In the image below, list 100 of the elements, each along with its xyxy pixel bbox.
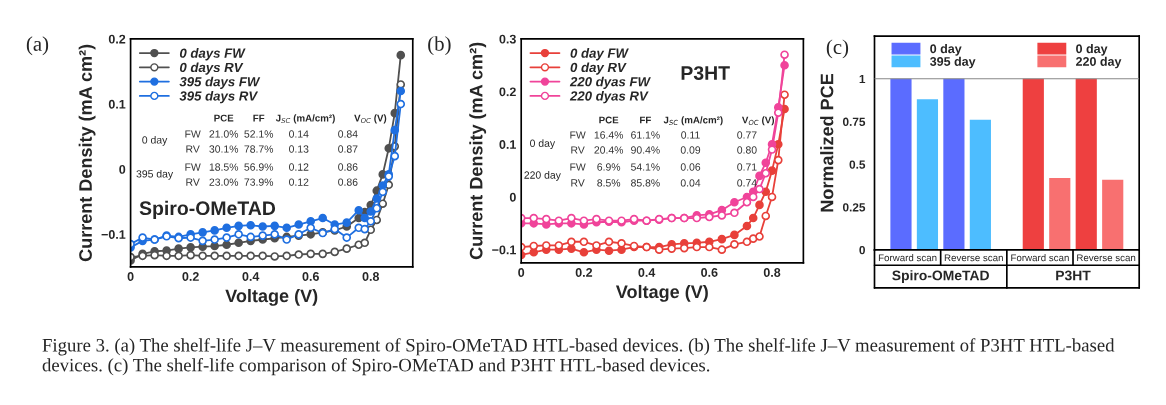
y-axis-title: Normalized PCE (820, 73, 834, 212)
y-tick-label: 0.2 (108, 34, 126, 44)
y-tick-label: −0.1 (101, 230, 126, 239)
y-tick-label: 0.25 (842, 203, 866, 212)
annotation: 30.1% (209, 145, 239, 153)
annotation: 0.71 (737, 163, 757, 171)
annotation: 0.87 (338, 145, 358, 153)
annotation: 0.04 (680, 179, 701, 187)
annotation: PCE (214, 114, 234, 122)
annotation: 23.0% (209, 178, 239, 186)
annotation: 0.86 (338, 178, 358, 186)
y-tick-label: 0.2 (499, 87, 516, 97)
annotation: 20.4% (594, 146, 624, 154)
annotation: 0.14 (289, 130, 309, 138)
annotation: 0.84 (338, 130, 358, 138)
x-tick-label: 0.6 (701, 268, 718, 277)
annotation: RV (571, 179, 585, 187)
y-tick-label: 0 (119, 164, 126, 174)
x-tick-label: Reverse scan (944, 254, 1003, 262)
annotation: 0.06 (680, 163, 701, 171)
legend-label: 0 day RV (570, 62, 627, 75)
y-tick-label: 1 (859, 74, 866, 84)
y-tick-label: 0 (509, 192, 516, 202)
annotation: 21.0% (209, 130, 239, 138)
text: Spiro-OMeTAD (892, 270, 989, 284)
annotation: 54.1% (631, 163, 660, 171)
annotation: 0.86 (338, 163, 358, 171)
annotation: V$_{OC}$ (V) (354, 114, 387, 124)
legend-label: 220 day (1076, 56, 1122, 69)
x-tick-label: 0.6 (302, 272, 319, 281)
annotation: 18.5% (209, 163, 239, 171)
caption: Figure 3. (a) The shelf-life J–V measurement of Spiro-OMeTAD HTL-based devices. (b) The shelf-life J–V measurement of P3HT HTL-based devices. (c) The shelf-life comparison of Spiro-OMeTAD and P3HT HTL-based devices. (42, 338, 1115, 376)
x-tick-label: 0.8 (763, 268, 781, 277)
legend-label: 395 days FW (179, 76, 261, 89)
annotation: FW (185, 130, 201, 138)
chart-title: (c) (826, 39, 849, 59)
y-tick-label: 0.1 (499, 140, 516, 149)
text: P3HT (1056, 270, 1091, 281)
legend-label: 0 day (930, 43, 962, 56)
y-axis-title: Current Density (mA cm²) (78, 44, 96, 262)
annotation: 90.4% (631, 146, 660, 154)
legend-label: 220 dyas FW (569, 76, 651, 89)
legend-label: 0 day (1076, 43, 1108, 56)
x-tick-label: 0.4 (638, 268, 656, 277)
x-tick-label: 0.4 (242, 272, 260, 281)
y-axis-title: Current Density (mA cm²) (469, 42, 487, 260)
annotation: 0.12 (289, 163, 309, 171)
y-tick-label: −0.1 (492, 245, 516, 255)
annotation: 56.9% (244, 163, 274, 171)
annotation: RV (186, 145, 200, 153)
y-tick-label: 0.75 (842, 117, 866, 126)
legend-label: 0 day FW (570, 48, 629, 61)
x-axis-title: Voltage (V) (225, 288, 318, 306)
x-tick-label: 0.2 (575, 268, 593, 277)
annotation: 0.11 (681, 131, 700, 139)
annotation: FW (185, 163, 201, 171)
legend-label: 395 days RV (179, 90, 259, 104)
annotation: 85.8% (631, 179, 660, 187)
annotation: P3HT (681, 66, 730, 80)
x-tick-label: 0.8 (362, 272, 380, 281)
annotation: J$_{SC}$ (mA/cm²) (663, 116, 723, 126)
annotation: 0.80 (737, 146, 757, 154)
legend-label: 0 days FW (179, 48, 246, 61)
annotation: 0.77 (737, 131, 757, 139)
legend-label: 395 day (930, 56, 976, 69)
annotation: 0 day (142, 135, 168, 146)
annotation: 52.1% (244, 130, 274, 138)
annotation: RV (571, 146, 585, 154)
x-tick-label: Forward scan (878, 254, 937, 262)
x-tick-label: 0 (518, 268, 525, 277)
x-tick-label: 0 (127, 272, 134, 281)
annotation: 220 day (524, 171, 561, 181)
annotation: 8.5% (597, 179, 621, 187)
annotation: 0.13 (289, 145, 309, 153)
annotation: 16.4% (594, 131, 624, 139)
x-tick-label: Reverse scan (1077, 254, 1136, 262)
annotation: J$_{SC}$ (mA/cm²) (275, 114, 335, 124)
annotation: 78.7% (244, 145, 274, 153)
annotation: 6.9% (597, 163, 621, 171)
annotation: PCE (599, 116, 619, 124)
annotation: FF (640, 116, 651, 124)
y-tick-label: 0.1 (108, 99, 126, 109)
annotation: 0.12 (289, 178, 309, 186)
x-tick-label: Forward scan (1011, 254, 1069, 262)
legend-label: 0 days RV (179, 62, 244, 75)
annotation: 0 day (530, 139, 556, 149)
chart-title: (b) (428, 36, 451, 56)
annotation: V$_{OC}$ (V) (741, 116, 775, 126)
annotation: 395 day (136, 169, 174, 180)
annotation: RV (186, 178, 200, 186)
annotation: 0.09 (680, 146, 701, 154)
annotation: Spiro-OMeTAD (139, 200, 276, 219)
legend-label: 220 dyas RV (569, 90, 649, 104)
annotation: FF (253, 114, 265, 122)
annotation: FW (570, 131, 586, 139)
y-tick-label: 0.5 (849, 160, 866, 169)
annotation: 61.1% (631, 131, 660, 139)
annotation: FW (570, 163, 586, 171)
annotation: 73.9% (244, 178, 274, 186)
x-axis-title: Voltage (V) (615, 284, 708, 302)
